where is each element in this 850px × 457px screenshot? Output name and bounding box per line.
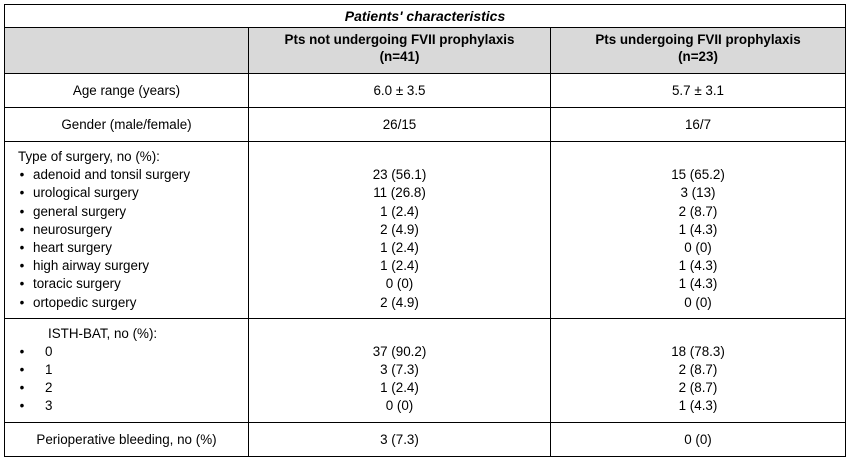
surgery-item: • ortopedic surgery xyxy=(5,294,248,312)
surgery-item-label: ortopedic surgery xyxy=(33,294,137,310)
surgery-value-fvii: 1 (4.3) xyxy=(678,276,718,292)
surgery-value-fvii: 1 (4.3) xyxy=(678,221,718,237)
isth-value-fvii: 1 (4.3) xyxy=(678,398,718,414)
bullet-icon: • xyxy=(19,167,25,183)
header-no-fvii-line2: (n=41) xyxy=(379,49,420,64)
surgery-fvii-values: 15 (65.2) 3 (13) 2 (8.7) 1 (4.3) 0 (0) 1 (4.3… xyxy=(550,141,846,319)
age-no-fvii: 6.0 ± 3.5 xyxy=(248,73,551,108)
bleeding-label: Perioperative bleeding, no (%) xyxy=(4,421,249,457)
header-no-fvii: Pts not undergoing FVII prophylaxis (n=4… xyxy=(248,27,551,74)
bullet-icon: • xyxy=(19,203,25,219)
table-title: Patients' characteristics xyxy=(4,4,846,28)
bullet-icon: • xyxy=(19,221,25,237)
header-empty-cell xyxy=(4,27,249,74)
surgery-value-fvii: 0 (0) xyxy=(684,294,712,310)
bullet-icon: • xyxy=(19,380,25,396)
surgery-value-no-fvii: 1 (2.4) xyxy=(380,239,419,255)
header-fvii: Pts undergoing FVII prophylaxis (n=23) xyxy=(550,27,846,74)
gender-no-fvii: 26/15 xyxy=(248,107,551,142)
surgery-value-fvii: 2 (8.7) xyxy=(678,203,718,219)
isth-no-fvii-values: 37 (90.2) 3 (7.3) 1 (2.4) 0 (0) xyxy=(248,317,551,423)
title-row: Patients' characteristics xyxy=(4,4,846,28)
bullet-icon: • xyxy=(19,294,25,310)
age-fvii: 5.7 ± 3.1 xyxy=(550,73,846,108)
bullet-icon: • xyxy=(19,185,25,201)
surgery-value-no-fvii: 1 (2.4) xyxy=(380,258,419,274)
isth-value-no-fvii: 1 (2.4) xyxy=(380,380,419,396)
isth-labels: ISTH-BAT, no (%): • 0 • 1 • 2 • 3 xyxy=(4,317,249,423)
header-fvii-line1: Pts undergoing FVII prophylaxis xyxy=(595,32,801,47)
surgery-value-no-fvii: 11 (26.8) xyxy=(373,185,426,201)
surgery-item: • adenoid and tonsil surgery xyxy=(5,166,248,184)
isth-value-fvii: 2 (8.7) xyxy=(678,362,718,378)
surgery-item: • neurosurgery xyxy=(5,221,248,239)
bullet-icon: • xyxy=(19,276,25,292)
surgery-value-fvii: 15 (65.2) xyxy=(671,167,725,183)
isth-item-label: 3 xyxy=(45,398,53,414)
bleeding-fvii: 0 (0) xyxy=(550,421,846,457)
surgery-item-label: neurosurgery xyxy=(33,221,112,237)
isth-item-label: 1 xyxy=(45,362,53,378)
bullet-icon: • xyxy=(19,362,25,378)
isth-fvii-values: 18 (78.3) 2 (8.7) 2 (8.7) 1 (4.3) xyxy=(550,317,846,423)
bullet-icon: • xyxy=(19,398,25,414)
surgery-item-label: high airway surgery xyxy=(33,258,150,274)
surgery-item-label: urological surgery xyxy=(33,185,139,201)
surgery-item-label: heart surgery xyxy=(33,239,112,255)
surgery-no-fvii-values: 23 (56.1) 11 (26.8) 1 (2.4) 2 (4.9) 1 (2.4) 1… xyxy=(248,141,551,319)
bleeding-row: Perioperative bleeding, no (%) 3 (7.3) 0… xyxy=(4,421,846,457)
isth-item-label: 2 xyxy=(45,380,53,396)
isth-value-no-fvii: 0 (0) xyxy=(385,398,414,414)
patients-characteristics-table-container: Patients' characteristics Pts not underg… xyxy=(4,4,846,457)
surgery-item: • urological surgery xyxy=(5,184,248,202)
isth-item: • 3 xyxy=(5,397,248,415)
surgery-value-no-fvii: 2 (4.9) xyxy=(380,221,419,237)
patients-characteristics-table: Patients' characteristics Pts not underg… xyxy=(4,4,846,457)
isth-item-label: 0 xyxy=(45,343,53,359)
surgery-item-label: adenoid and tonsil surgery xyxy=(33,167,191,183)
isth-value-fvii: 18 (78.3) xyxy=(671,343,725,359)
surgery-item: • high airway surgery xyxy=(5,257,248,275)
surgery-value-no-fvii: 1 (2.4) xyxy=(380,203,419,219)
age-row: Age range (years) 6.0 ± 3.5 5.7 ± 3.1 xyxy=(4,73,846,108)
surgery-value-fvii: 0 (0) xyxy=(684,239,712,255)
gender-fvii: 16/7 xyxy=(550,107,846,142)
bullet-icon: • xyxy=(19,258,25,274)
header-fvii-line2: (n=23) xyxy=(678,49,718,64)
isth-item: • 2 xyxy=(5,379,248,397)
surgery-item: • general surgery xyxy=(5,203,248,221)
header-row: Pts not undergoing FVII prophylaxis (n=4… xyxy=(4,27,846,74)
isth-value-no-fvii: 3 (7.3) xyxy=(380,362,419,378)
surgery-value-no-fvii: 23 (56.1) xyxy=(372,167,427,183)
surgery-item: • heart surgery xyxy=(5,239,248,257)
gender-row: Gender (male/female) 26/15 16/7 xyxy=(4,107,846,142)
isth-value-no-fvii: 37 (90.2) xyxy=(372,343,427,359)
isth-row: ISTH-BAT, no (%): • 0 • 1 • 2 • 3 37 (90.2) 3 (7… xyxy=(4,317,846,423)
surgery-item: • toracic surgery xyxy=(5,275,248,293)
isth-header: ISTH-BAT, no (%): xyxy=(48,325,158,341)
surgery-value-no-fvii: 0 (0) xyxy=(385,276,414,292)
age-label: Age range (years) xyxy=(4,73,249,108)
isth-value-fvii: 2 (8.7) xyxy=(678,380,718,396)
surgery-row: Type of surgery, no (%): • adenoid and to… xyxy=(4,141,846,319)
isth-item: • 0 xyxy=(5,343,248,361)
surgery-item-label: general surgery xyxy=(33,203,127,219)
gender-label: Gender (male/female) xyxy=(4,107,249,142)
bullet-icon: • xyxy=(19,239,25,255)
surgery-header: Type of surgery, no (%): xyxy=(18,149,160,164)
header-no-fvii-line1: Pts not undergoing FVII prophylaxis xyxy=(284,32,515,47)
surgery-item-label: toracic surgery xyxy=(33,276,121,292)
bullet-icon: • xyxy=(19,343,25,359)
surgery-value-no-fvii: 2 (4.9) xyxy=(380,294,419,310)
surgery-value-fvii: 1 (4.3) xyxy=(678,258,718,274)
bleeding-no-fvii: 3 (7.3) xyxy=(248,421,551,457)
isth-item: • 1 xyxy=(5,361,248,379)
surgery-value-fvii: 3 (13) xyxy=(680,185,716,201)
surgery-labels: Type of surgery, no (%): • adenoid and to… xyxy=(4,141,249,319)
